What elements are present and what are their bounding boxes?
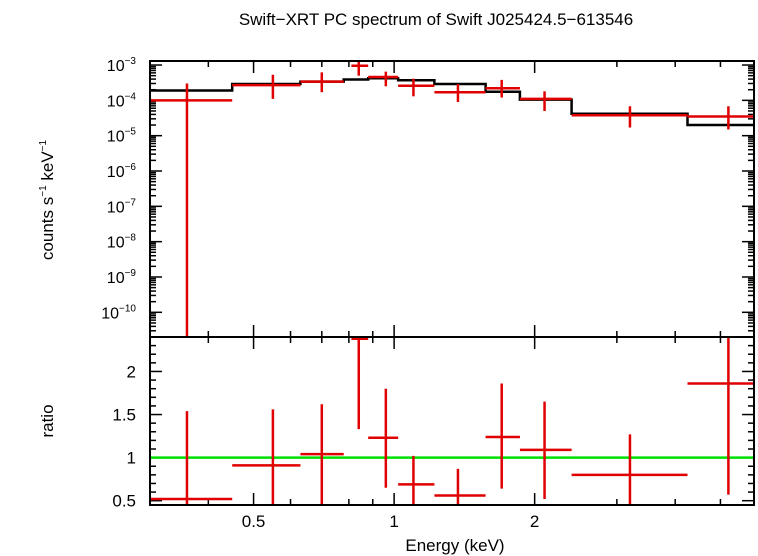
ratio-point bbox=[571, 434, 688, 505]
y-tick-label: 10−3 bbox=[107, 56, 137, 75]
ratio-y-tick-label: 1 bbox=[127, 449, 136, 468]
model-step-line bbox=[150, 77, 754, 127]
ratio-point bbox=[687, 337, 754, 495]
spectrum-point bbox=[300, 72, 344, 93]
svg-text:counts s−1 keV−1: counts s−1 keV−1 bbox=[38, 139, 57, 260]
ratio-point bbox=[485, 383, 520, 489]
x-tick-label: 0.5 bbox=[242, 512, 266, 531]
chart-title: Swift−XRT PC spectrum of Swift J025424.5… bbox=[239, 10, 633, 29]
spectrum-point bbox=[434, 84, 486, 102]
ratio-point bbox=[300, 404, 344, 505]
axis-ticks bbox=[149, 61, 754, 505]
ratio-point bbox=[368, 388, 399, 488]
ratio-point bbox=[398, 455, 435, 505]
ratio-y-tick-label: 0.5 bbox=[112, 492, 136, 511]
top-y-label-exp2: −1 bbox=[38, 139, 49, 151]
ratio-point bbox=[150, 411, 233, 505]
y-tick-label: 10−9 bbox=[107, 268, 137, 287]
y-tick-label: 10−8 bbox=[107, 233, 137, 252]
spectrum-point bbox=[232, 74, 301, 99]
ratio-y-axis-label: ratio bbox=[38, 404, 57, 437]
top-y-label-main: counts s bbox=[38, 197, 57, 260]
spectrum-point bbox=[398, 78, 435, 97]
ratio-y-tick-label: 2 bbox=[127, 362, 136, 381]
spectrum-panel-frame bbox=[149, 60, 755, 338]
spectrum-point bbox=[687, 106, 754, 130]
y-tick-label: 10−7 bbox=[107, 197, 137, 216]
top-y-label-mid: keV bbox=[38, 151, 57, 186]
spectrum-point bbox=[150, 83, 233, 337]
ratio-point bbox=[434, 468, 486, 505]
spectrum-point bbox=[519, 91, 572, 111]
x-tick-label: 1 bbox=[389, 512, 398, 531]
chart-marks bbox=[150, 61, 754, 505]
spectrum-point bbox=[351, 61, 369, 76]
ratio-point bbox=[519, 401, 572, 499]
top-y-label-exp: −1 bbox=[38, 185, 49, 197]
y-tick-label: 10−5 bbox=[107, 127, 137, 146]
ratio-point bbox=[232, 409, 301, 505]
spectrum-point bbox=[571, 106, 688, 128]
x-tick-label: 2 bbox=[530, 512, 539, 531]
tick-labels: 0.5 1 2 10−3 10−4 10−5 10−6 10−7 10−8 10−9 10−10 0.… bbox=[101, 56, 539, 531]
ratio-point bbox=[351, 337, 369, 430]
spectrum-point bbox=[368, 71, 399, 87]
x-axis-label: Energy (keV) bbox=[405, 536, 504, 555]
y-tick-label: 10−6 bbox=[107, 162, 137, 181]
y-tick-label: 10−10 bbox=[101, 303, 136, 322]
y-tick-label: 10−4 bbox=[107, 91, 137, 110]
spectrum-point bbox=[485, 79, 520, 98]
top-y-axis-label: counts s−1 keV−1 bbox=[38, 139, 57, 260]
ratio-panel-frame bbox=[149, 336, 755, 506]
ratio-y-tick-label: 1.5 bbox=[112, 406, 136, 425]
